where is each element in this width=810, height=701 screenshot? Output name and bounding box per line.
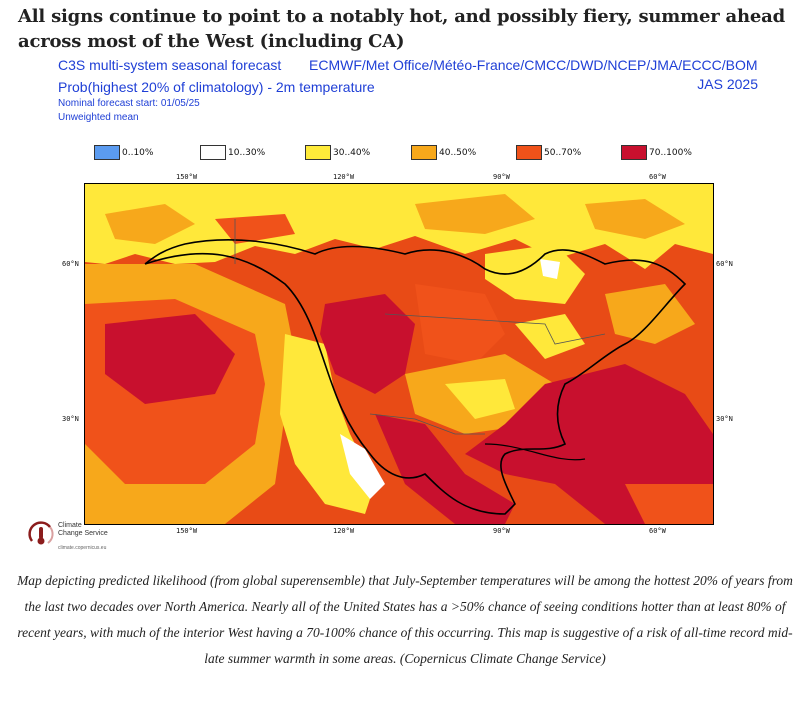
region-10-30	[340, 434, 385, 499]
region-40-50	[415, 194, 535, 234]
region-40-50	[105, 204, 195, 244]
lat-label-left: 30°N	[62, 415, 79, 423]
region-50-70	[415, 284, 505, 364]
border-line	[369, 413, 485, 435]
lon-label-top: 120°W	[333, 173, 355, 181]
lon-label-top: 150°W	[176, 173, 198, 181]
figure-agencies: ECMWF/Met Office/Météo-France/CMCC/DWD/N…	[309, 57, 758, 73]
forecast-method: Unweighted mean	[58, 112, 139, 123]
legend-item: 50..70%	[516, 145, 581, 160]
logo-text: Climate Change Service	[58, 522, 108, 538]
forecast-figure: C3S multi-system seasonal forecast ECMWF…	[18, 55, 792, 565]
legend-swatch	[621, 145, 647, 160]
legend-item: 10..30%	[200, 145, 265, 160]
lat-label-left: 60°N	[62, 260, 79, 268]
lat-label-right: 30°N	[716, 415, 733, 423]
lon-label-bottom: 150°W	[176, 527, 198, 535]
legend-swatch	[200, 145, 226, 160]
legend-label: 0..10%	[122, 147, 154, 158]
logo-url: climate.copernicus.eu	[58, 545, 107, 551]
probability-map-svg	[85, 184, 713, 524]
region-30-40	[485, 244, 585, 304]
legend-swatch	[94, 145, 120, 160]
logo-line2: Change Service	[58, 530, 108, 537]
lon-label-top: 90°W	[493, 173, 510, 181]
legend-label: 30..40%	[333, 147, 371, 158]
region-30-40	[515, 314, 585, 359]
lon-label-bottom: 60°W	[649, 527, 666, 535]
legend-label: 40..50%	[439, 147, 477, 158]
legend-swatch	[411, 145, 437, 160]
legend-label: 10..30%	[228, 147, 266, 158]
region-10-30	[540, 259, 560, 279]
figure-caption: Map depicting predicted likelihood (from…	[17, 573, 793, 666]
legend-item: 30..40%	[305, 145, 370, 160]
forecast-map	[84, 183, 714, 525]
article-headline: All signs continue to point to a notably…	[18, 6, 786, 52]
region-70-100	[375, 414, 515, 524]
logo-line1: Climate	[58, 522, 82, 529]
legend-swatch	[516, 145, 542, 160]
border-line	[384, 313, 606, 345]
region-70-100	[320, 294, 415, 394]
region-40-50	[605, 284, 695, 344]
figure-subtitle: Prob(highest 20% of climatology) - 2m te…	[58, 79, 375, 95]
copernicus-logo: Climate Change Service climate.copernicu…	[24, 515, 144, 561]
region-70-100	[105, 314, 235, 404]
probability-legend: 0..10% 10..30% 30..40% 40..50% 50..70% 7…	[94, 145, 734, 161]
caribbean-islands	[484, 443, 586, 461]
forecast-start: Nominal forecast start: 01/05/25	[58, 98, 200, 109]
forecast-period: JAS 2025	[697, 76, 758, 92]
legend-item: 70..100%	[621, 145, 692, 160]
legend-swatch	[305, 145, 331, 160]
legend-item: 0..10%	[94, 145, 153, 160]
region-50-70	[625, 484, 713, 524]
lat-label-right: 60°N	[716, 260, 733, 268]
lon-label-top: 60°W	[649, 173, 666, 181]
lon-label-bottom: 120°W	[333, 527, 355, 535]
figure-title: C3S multi-system seasonal forecast	[58, 57, 282, 73]
region-40-50	[585, 199, 685, 239]
legend-item: 40..50%	[411, 145, 476, 160]
lon-label-bottom: 90°W	[493, 527, 510, 535]
coastline	[144, 239, 687, 515]
thermometer-icon	[28, 521, 54, 545]
legend-label: 50..70%	[544, 147, 582, 158]
legend-label: 70..100%	[649, 147, 692, 158]
region-30-40	[445, 379, 515, 419]
